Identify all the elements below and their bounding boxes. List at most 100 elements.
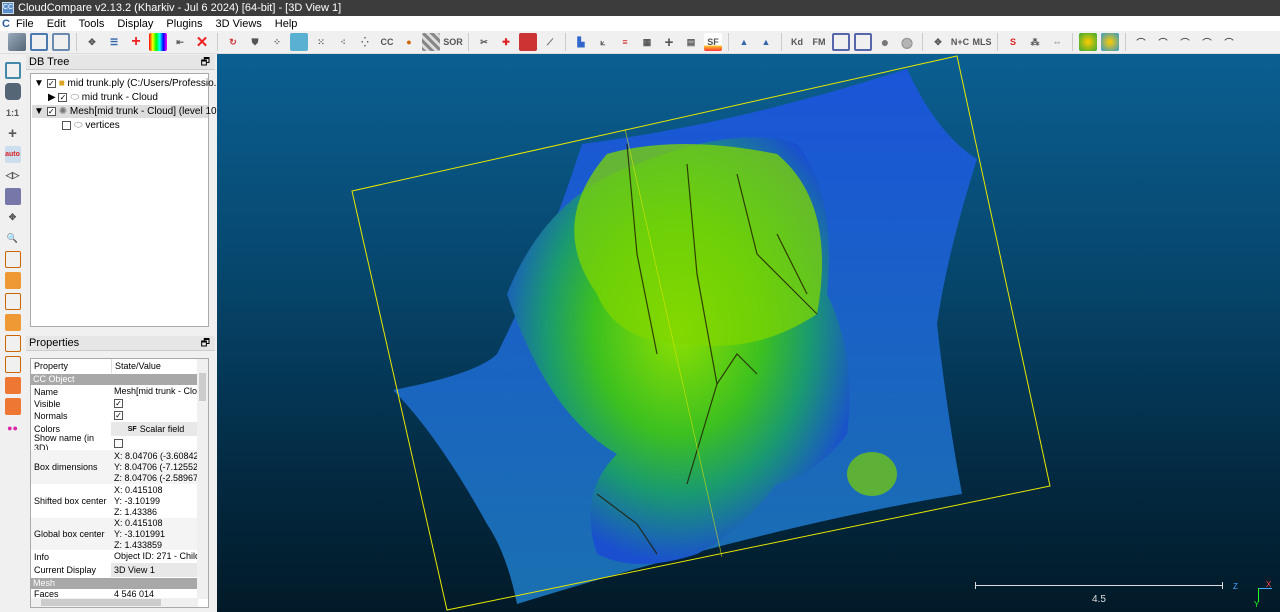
3d-view[interactable]: 4.5 Z X Y [217, 54, 1280, 612]
tree-item-mesh[interactable]: ▼ ✓ ✺ Mesh[mid trunk - Cloud] (level 10) [32, 105, 220, 118]
tree-item-file[interactable]: ▼ ✓ ■ mid trunk.ply (C:/Users/Professio..… [34, 78, 222, 89]
calculator-icon[interactable]: ▤ [686, 36, 696, 47]
float-panel-icon[interactable]: 🗗 [200, 57, 210, 68]
prop-normals: Normals ✓ [31, 410, 198, 422]
view-right-icon[interactable] [4, 335, 21, 352]
kd-tree-icon[interactable]: Kd [791, 37, 803, 47]
menu-3d-views[interactable]: 3D Views [215, 17, 262, 30]
view-preset-1-icon[interactable]: ⌒ [1136, 37, 1146, 48]
menu-display[interactable]: Display [117, 17, 154, 30]
vertical-scrollbar[interactable] [197, 359, 208, 599]
db-tree-header: DB Tree 🗗 [26, 55, 215, 70]
horizontal-scrollbar[interactable] [31, 598, 198, 607]
point-list-icon[interactable]: ⟋ [546, 36, 554, 47]
subsample-icon[interactable]: ⁘ [273, 36, 281, 47]
mls-icon[interactable]: MLS [972, 37, 992, 47]
view-preset-4-icon[interactable]: ⌒ [1202, 37, 1212, 48]
view-iso1-icon[interactable] [4, 377, 21, 394]
view-bottom-icon[interactable] [4, 356, 21, 373]
histogram-icon[interactable]: ▙ [577, 36, 585, 47]
cube-icon[interactable] [4, 188, 21, 205]
sf-icon[interactable]: SF [704, 33, 722, 51]
canupo-classify-icon[interactable]: ▲ [761, 37, 771, 47]
sf-icon: SF [127, 425, 137, 433]
add-sf-icon[interactable]: + [664, 33, 674, 51]
move-icon[interactable]: ✥ [8, 212, 17, 222]
save-all-icon[interactable] [52, 33, 70, 51]
plugin-b-icon[interactable] [1101, 33, 1119, 51]
view-back-icon[interactable] [4, 314, 21, 331]
open-icon[interactable] [8, 33, 26, 51]
sf-filter-icon[interactable]: ≡ [622, 37, 628, 47]
view-preset-5-icon[interactable]: ⌒ [1224, 37, 1234, 48]
normals-icon[interactable]: ⛊ [251, 36, 259, 47]
float-panel-icon[interactable]: 🗗 [200, 338, 210, 349]
add-point-icon[interactable]: + [131, 33, 141, 50]
screen-icon[interactable] [832, 33, 850, 51]
sphere-icon[interactable]: ● [880, 34, 890, 50]
tree-item-vertices[interactable]: ⬭ vertices [62, 119, 120, 132]
point-pairs-icon[interactable]: ⁂ [1030, 36, 1040, 47]
noise-icon[interactable] [422, 33, 440, 51]
translate-icon[interactable]: ✚ [502, 36, 510, 47]
puzzle-icon[interactable]: ✥ [934, 36, 942, 47]
menu-file[interactable]: File [15, 17, 34, 30]
cross-section-icon[interactable] [519, 33, 537, 51]
display-icon[interactable] [854, 33, 872, 51]
octree-icon[interactable] [290, 33, 308, 51]
view-front-icon[interactable] [4, 272, 21, 289]
distance-c2c-icon[interactable]: ⁙ [317, 36, 325, 47]
tree-item-cloud[interactable]: ▶ ✓ ⬭ mid trunk - Cloud [48, 92, 158, 103]
perspective-icon[interactable]: ◁▷ [5, 170, 20, 180]
prop-visible: Visible ✓ [31, 398, 198, 410]
menu-tools[interactable]: Tools [78, 17, 105, 30]
view-top-icon[interactable] [4, 251, 21, 268]
view-iso2-icon[interactable] [4, 398, 21, 415]
fullscreen-icon[interactable] [4, 62, 21, 79]
fast-marching-icon[interactable]: FM [812, 37, 826, 47]
gl-filter-icon[interactable]: ●● [7, 422, 18, 433]
menu-edit[interactable]: Edit [46, 17, 66, 30]
plugin-a-icon[interactable] [1079, 33, 1097, 51]
canupo-create-icon[interactable]: ▲ [739, 37, 749, 47]
auto-pivot-icon[interactable]: auto [4, 146, 21, 163]
normals-consistency-icon[interactable]: N+C [950, 37, 970, 47]
console-icon[interactable]: ☰ [109, 36, 119, 47]
sf-gradient-icon[interactable]: ⟀ [600, 36, 606, 47]
zoom-icon[interactable]: 🔍 [6, 233, 19, 243]
pick-rotation-center-icon[interactable]: ✥ [88, 36, 96, 47]
menu-help[interactable]: Help [274, 17, 298, 30]
distance-cloud-icon[interactable]: ⁛ [361, 36, 369, 47]
align-icon[interactable]: ⇔ [1052, 37, 1062, 47]
clone-icon[interactable]: ⇤ [176, 36, 184, 47]
visible-checkbox[interactable]: ✓ [114, 399, 123, 408]
pivot-icon[interactable]: + [8, 125, 17, 142]
properties-table: Property State/Value CC Object Name Mesh[m… [30, 358, 209, 608]
normals-checkbox[interactable]: ✓ [114, 411, 123, 420]
menu-plugins[interactable]: Plugins [166, 17, 203, 30]
sf-arithmetic-icon[interactable]: ▦ [642, 36, 652, 47]
mesh-detail [574, 144, 822, 346]
app-menu-icon[interactable]: C [2, 17, 10, 30]
view-preset-2-icon[interactable]: ⌒ [1158, 37, 1168, 48]
delete-icon[interactable]: ✕ [195, 34, 209, 51]
sor-filter-icon[interactable]: SOR [443, 37, 463, 47]
segmentation-icon[interactable]: S [1009, 37, 1016, 47]
save-icon[interactable] [30, 33, 48, 51]
cc-icon[interactable]: CC [380, 37, 394, 47]
fill-icon[interactable]: ● [406, 37, 412, 47]
zoom-1-1-icon[interactable]: 1:1 [5, 107, 19, 118]
scissors-icon[interactable]: ✂ [480, 36, 488, 47]
view-preset-3-icon[interactable]: ⌒ [1180, 37, 1190, 48]
shading-icon[interactable]: ◍ [900, 33, 914, 50]
show-name-checkbox[interactable] [114, 438, 123, 448]
view-left-icon[interactable] [4, 293, 21, 310]
camera-icon[interactable] [4, 83, 21, 100]
distance-c2m-icon[interactable]: ⁖ [340, 36, 346, 47]
register-icon[interactable]: ↻ [229, 36, 237, 47]
display-dropdown[interactable]: 3D View 1 [111, 563, 198, 577]
colors-dropdown[interactable]: SF Scalar field [111, 422, 198, 436]
color-scale-icon[interactable] [149, 33, 167, 51]
